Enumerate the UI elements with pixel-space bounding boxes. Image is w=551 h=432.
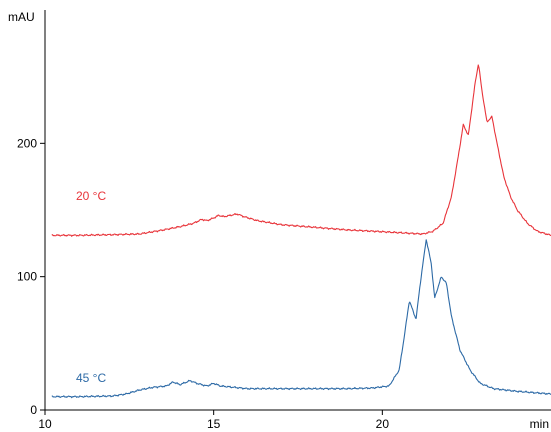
series-label-1: 20 °C: [76, 189, 106, 203]
y-tick-label-100: 100: [17, 270, 37, 284]
y-tick-label-0: 0: [30, 403, 37, 417]
series-label-2: 45 °C: [76, 371, 106, 385]
x-axis-label: min: [530, 417, 549, 431]
series-line-1: [51, 64, 551, 237]
y-axis-label: mAU: [8, 10, 35, 24]
series-line-2: [51, 239, 551, 399]
x-tick-label-15: 15: [207, 417, 221, 431]
x-tick-label-10: 10: [38, 417, 52, 431]
y-tick-label-200: 200: [17, 136, 37, 150]
x-tick-label-20: 20: [376, 417, 390, 431]
